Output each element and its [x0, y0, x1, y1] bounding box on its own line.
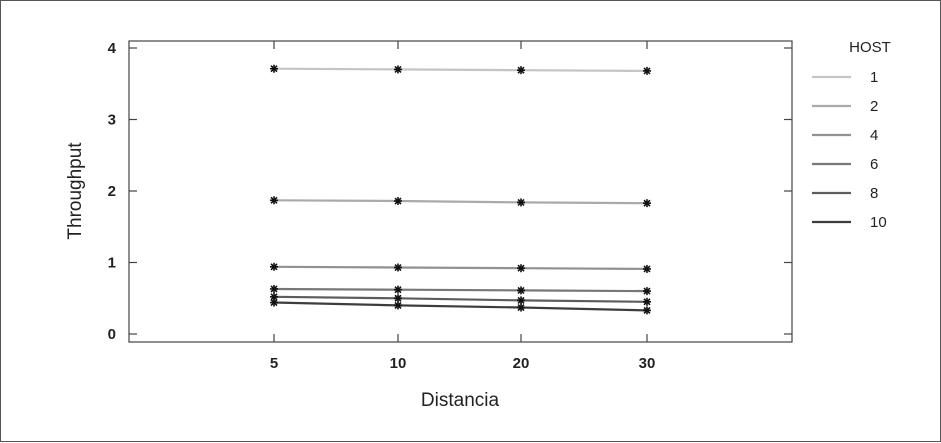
- data-point-host-6: [517, 286, 525, 295]
- legend-title: HOST: [849, 39, 891, 56]
- data-point-host-8: [394, 294, 402, 303]
- data-point-host-8: [517, 296, 525, 305]
- data-point-host-6: [643, 287, 651, 296]
- x-tick-label: 30: [639, 355, 656, 372]
- series-line-host-1: [273, 67, 648, 72]
- data-point-host-4: [643, 264, 651, 273]
- data-point-host-6: [394, 285, 402, 294]
- data-point-host-1: [394, 65, 402, 74]
- data-point-host-4: [517, 264, 525, 273]
- series-line-host-8: [273, 295, 648, 303]
- data-point-host-2: [270, 196, 278, 205]
- data-point-host-8: [643, 297, 651, 306]
- y-tick-label: 3: [108, 112, 116, 129]
- data-point-host-10: [270, 298, 278, 307]
- data-point-host-6: [270, 284, 278, 293]
- data-point-host-1: [270, 64, 278, 73]
- x-tick-label: 20: [513, 355, 530, 372]
- data-point-host-2: [643, 199, 651, 208]
- series-line-host-10: [273, 301, 648, 312]
- x-tick-label: 5: [270, 355, 278, 372]
- y-tick-label: 0: [108, 326, 116, 343]
- data-point-host-10: [643, 306, 651, 315]
- series-line-host-2: [273, 199, 648, 205]
- y-axis: 0 1 2 3 4: [108, 40, 792, 343]
- y-tick-label: 1: [108, 255, 116, 272]
- data-point-host-2: [394, 197, 402, 206]
- y-tick-label: 2: [108, 183, 116, 200]
- data-point-host-4: [270, 262, 278, 271]
- legend-label-host-8: 8: [870, 185, 878, 202]
- x-axis: 5 10 20 30: [270, 41, 656, 372]
- series-line-host-6: [273, 287, 648, 293]
- y-tick-label: 4: [108, 40, 117, 57]
- data-point-host-10: [517, 303, 525, 312]
- series-lines: [273, 67, 648, 312]
- series-markers: [270, 64, 651, 315]
- legend-label-host-2: 2: [870, 98, 878, 115]
- y-axis-title: Throughput: [65, 142, 86, 240]
- legend-label-host-4: 4: [870, 127, 878, 144]
- data-point-host-1: [517, 66, 525, 75]
- legend-label-host-1: 1: [870, 69, 878, 86]
- data-point-host-2: [517, 198, 525, 207]
- x-tick-label: 10: [390, 355, 407, 372]
- x-axis-title: Distancia: [421, 390, 500, 411]
- series-line-host-4: [273, 265, 648, 270]
- legend-label-host-10: 10: [870, 214, 887, 231]
- plot-area: [128, 40, 793, 343]
- legend-label-host-6: 6: [870, 156, 878, 173]
- data-point-host-4: [394, 263, 402, 272]
- data-point-host-1: [643, 66, 651, 75]
- data-point-host-10: [394, 301, 402, 310]
- legend: HOST 1 2 4 6 8 10: [812, 39, 891, 231]
